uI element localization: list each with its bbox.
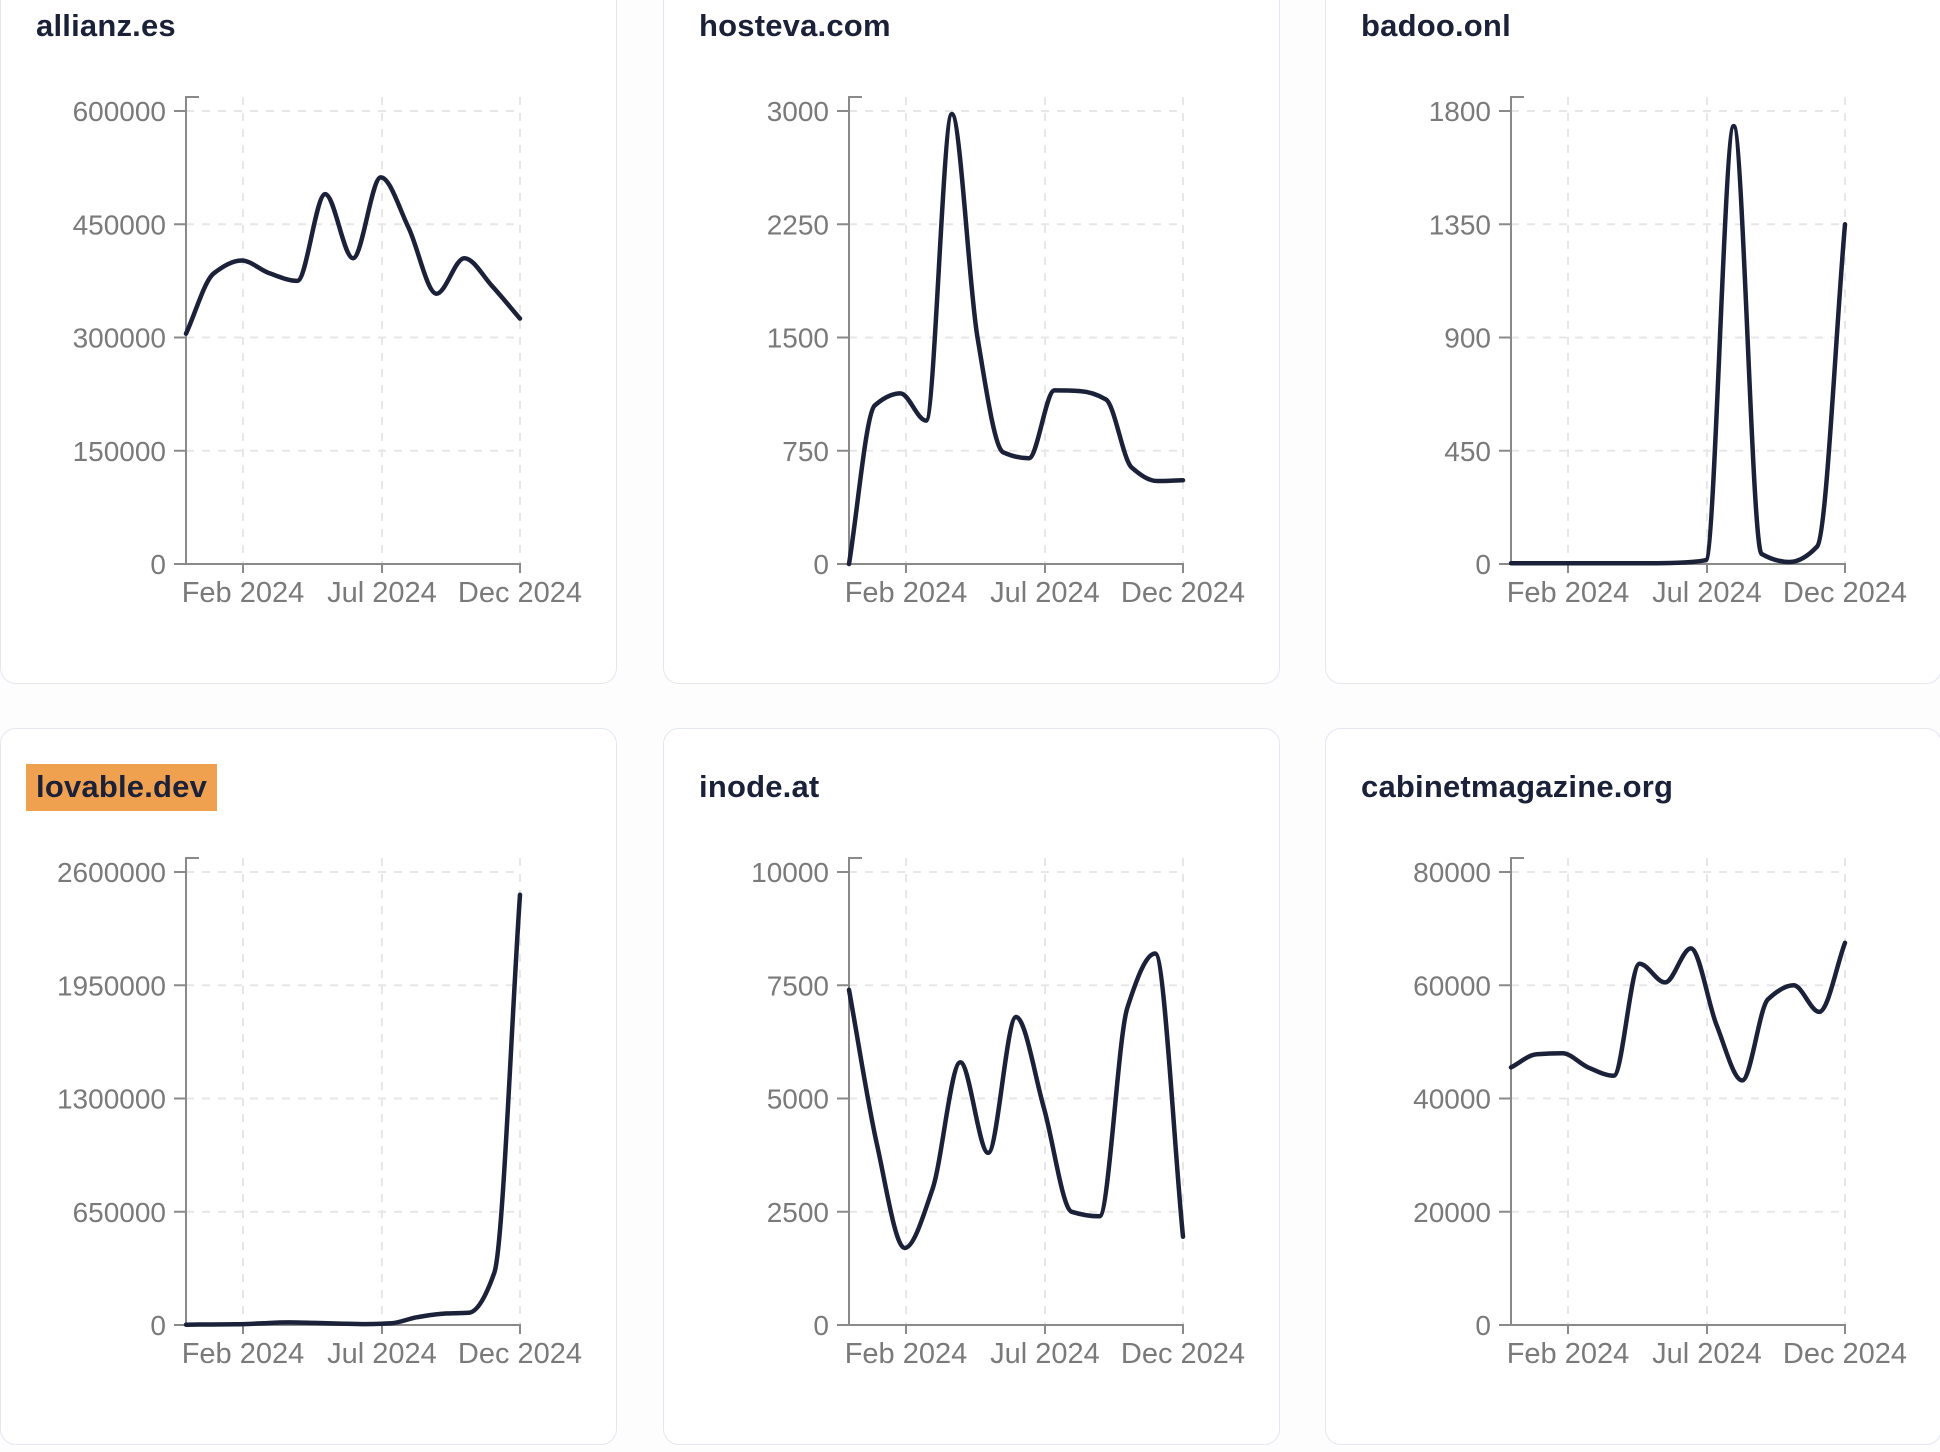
x-tick-label: Dec 2024 bbox=[458, 1338, 582, 1370]
chart-card-allianz.es: allianz.es 0 150000 300000 450000 600000 Feb … bbox=[0, 0, 617, 684]
x-tick-label: Feb 2024 bbox=[845, 1338, 968, 1370]
x-tick-label: Jul 2024 bbox=[1652, 1338, 1762, 1370]
y-tick-label: 0 bbox=[1475, 549, 1491, 580]
axes: 0 450 900 1350 1800 Feb 2024 Jul 2024 Dec 2024 bbox=[1429, 96, 1907, 609]
y-tick-label: 1350 bbox=[1429, 209, 1491, 240]
trend-line bbox=[1508, 940, 1848, 1083]
line-chart: 0 750 1500 2250 3000 Feb 2024 Jul 2024 Dec 2024 bbox=[767, 96, 1245, 609]
trend-line bbox=[183, 175, 523, 336]
x-tick-label: Feb 2024 bbox=[182, 1338, 305, 1370]
chart-card-lovable.dev: lovable.dev 0 650000 1300000 1950000 2600000… bbox=[0, 728, 617, 1445]
y-tick-label: 600000 bbox=[73, 96, 166, 127]
gridlines bbox=[186, 858, 521, 1325]
x-tick-label: Feb 2024 bbox=[845, 577, 968, 609]
line-chart: 0 450 900 1350 1800 Feb 2024 Jul 2024 Dec 2024 bbox=[1429, 96, 1907, 609]
y-tick-label: 20000 bbox=[1413, 1197, 1491, 1228]
x-tick-label: Jul 2024 bbox=[1652, 577, 1762, 609]
y-tick-label: 750 bbox=[782, 436, 829, 467]
trend-line bbox=[846, 111, 1186, 567]
y-tick-label: 2250 bbox=[767, 209, 829, 240]
axes: 0 750 1500 2250 3000 Feb 2024 Jul 2024 Dec 2024 bbox=[767, 96, 1245, 609]
axes: 0 650000 1300000 1950000 2600000 Feb 2024 Jul … bbox=[57, 857, 582, 1370]
card-title: lovable.dev bbox=[26, 764, 218, 811]
y-tick-label: 5000 bbox=[767, 1084, 829, 1115]
card-title: cabinetmagazine.org bbox=[1361, 769, 1673, 805]
x-tick-label: Jul 2024 bbox=[327, 1338, 437, 1370]
x-tick-label: Jul 2024 bbox=[990, 577, 1100, 609]
y-tick-label: 300000 bbox=[73, 323, 166, 354]
chart-card-hosteva.com: hosteva.com 0 750 1500 2250 3000 Feb 2024 Jul … bbox=[663, 0, 1280, 684]
domain-title: inode.at bbox=[699, 769, 820, 804]
x-tick-label: Dec 2024 bbox=[458, 577, 582, 609]
y-tick-label: 1500 bbox=[767, 323, 829, 354]
gridlines bbox=[1511, 97, 1846, 564]
y-tick-label: 40000 bbox=[1413, 1084, 1491, 1115]
gridlines bbox=[186, 97, 521, 564]
line-chart: 0 2500 5000 7500 10000 Feb 2024 Jul 2024 Dec 20… bbox=[751, 857, 1245, 1370]
x-tick-label: Feb 2024 bbox=[1507, 1338, 1630, 1370]
axes: 0 20000 40000 60000 80000 Feb 2024 Jul 2024 Dec… bbox=[1413, 857, 1907, 1370]
y-tick-label: 1950000 bbox=[57, 970, 166, 1001]
card-title: badoo.onl bbox=[1361, 8, 1511, 44]
gridlines bbox=[1511, 858, 1846, 1325]
y-tick-label: 150000 bbox=[73, 436, 166, 467]
trend-line bbox=[183, 892, 523, 1327]
y-tick-label: 450000 bbox=[73, 209, 166, 240]
y-tick-label: 1800 bbox=[1429, 96, 1491, 127]
card-title: allianz.es bbox=[36, 8, 176, 44]
card-title: inode.at bbox=[699, 769, 819, 805]
y-tick-label: 900 bbox=[1444, 323, 1491, 354]
domain-title: badoo.onl bbox=[1361, 8, 1511, 43]
line-chart: 0 150000 300000 450000 600000 Feb 2024 Jul 202… bbox=[73, 96, 582, 609]
y-tick-label: 1300000 bbox=[57, 1084, 166, 1115]
domain-title: hosteva.com bbox=[699, 8, 891, 43]
x-tick-label: Dec 2024 bbox=[1121, 1338, 1245, 1370]
domain-title: allianz.es bbox=[36, 8, 176, 43]
trend-line bbox=[1508, 123, 1848, 566]
chart-card-badoo.onl: badoo.onl 0 450 900 1350 1800 Feb 2024 Jul 202… bbox=[1325, 0, 1940, 684]
axes: 0 150000 300000 450000 600000 Feb 2024 Jul 202… bbox=[73, 96, 582, 609]
line-chart: 0 20000 40000 60000 80000 Feb 2024 Jul 2024 Dec… bbox=[1413, 857, 1907, 1370]
y-tick-label: 0 bbox=[813, 549, 829, 580]
card-title: hosteva.com bbox=[699, 8, 891, 44]
gridlines bbox=[849, 858, 1184, 1325]
y-tick-label: 0 bbox=[813, 1310, 829, 1341]
y-tick-label: 2500 bbox=[767, 1197, 829, 1228]
y-tick-label: 650000 bbox=[73, 1197, 166, 1228]
y-tick-label: 0 bbox=[150, 549, 166, 580]
x-tick-label: Jul 2024 bbox=[327, 577, 437, 609]
x-tick-label: Dec 2024 bbox=[1783, 577, 1907, 609]
y-tick-label: 2600000 bbox=[57, 857, 166, 888]
domain-title: cabinetmagazine.org bbox=[1361, 769, 1674, 804]
y-tick-label: 450 bbox=[1444, 436, 1491, 467]
x-tick-label: Jul 2024 bbox=[990, 1338, 1100, 1370]
y-tick-label: 0 bbox=[150, 1310, 166, 1341]
y-tick-label: 3000 bbox=[767, 96, 829, 127]
chart-card-inode.at: inode.at 0 2500 5000 7500 10000 Feb 2024 Jul 2… bbox=[663, 728, 1280, 1445]
y-tick-label: 80000 bbox=[1413, 857, 1491, 888]
x-tick-label: Dec 2024 bbox=[1783, 1338, 1907, 1370]
x-tick-label: Feb 2024 bbox=[182, 577, 305, 609]
axes: 0 2500 5000 7500 10000 Feb 2024 Jul 2024 Dec 20… bbox=[751, 857, 1245, 1370]
line-chart: 0 650000 1300000 1950000 2600000 Feb 2024 Jul … bbox=[57, 857, 582, 1370]
y-tick-label: 60000 bbox=[1413, 970, 1491, 1001]
x-tick-label: Feb 2024 bbox=[1507, 577, 1630, 609]
y-tick-label: 10000 bbox=[751, 857, 829, 888]
chart-card-cabinetmagazine.org: cabinetmagazine.org 0 20000 40000 60000 8000… bbox=[1325, 728, 1940, 1445]
domain-title: lovable.dev bbox=[26, 764, 218, 811]
y-tick-label: 7500 bbox=[767, 970, 829, 1001]
trend-line bbox=[846, 951, 1186, 1251]
y-tick-label: 0 bbox=[1475, 1310, 1491, 1341]
x-tick-label: Dec 2024 bbox=[1121, 577, 1245, 609]
gridlines bbox=[849, 97, 1184, 564]
